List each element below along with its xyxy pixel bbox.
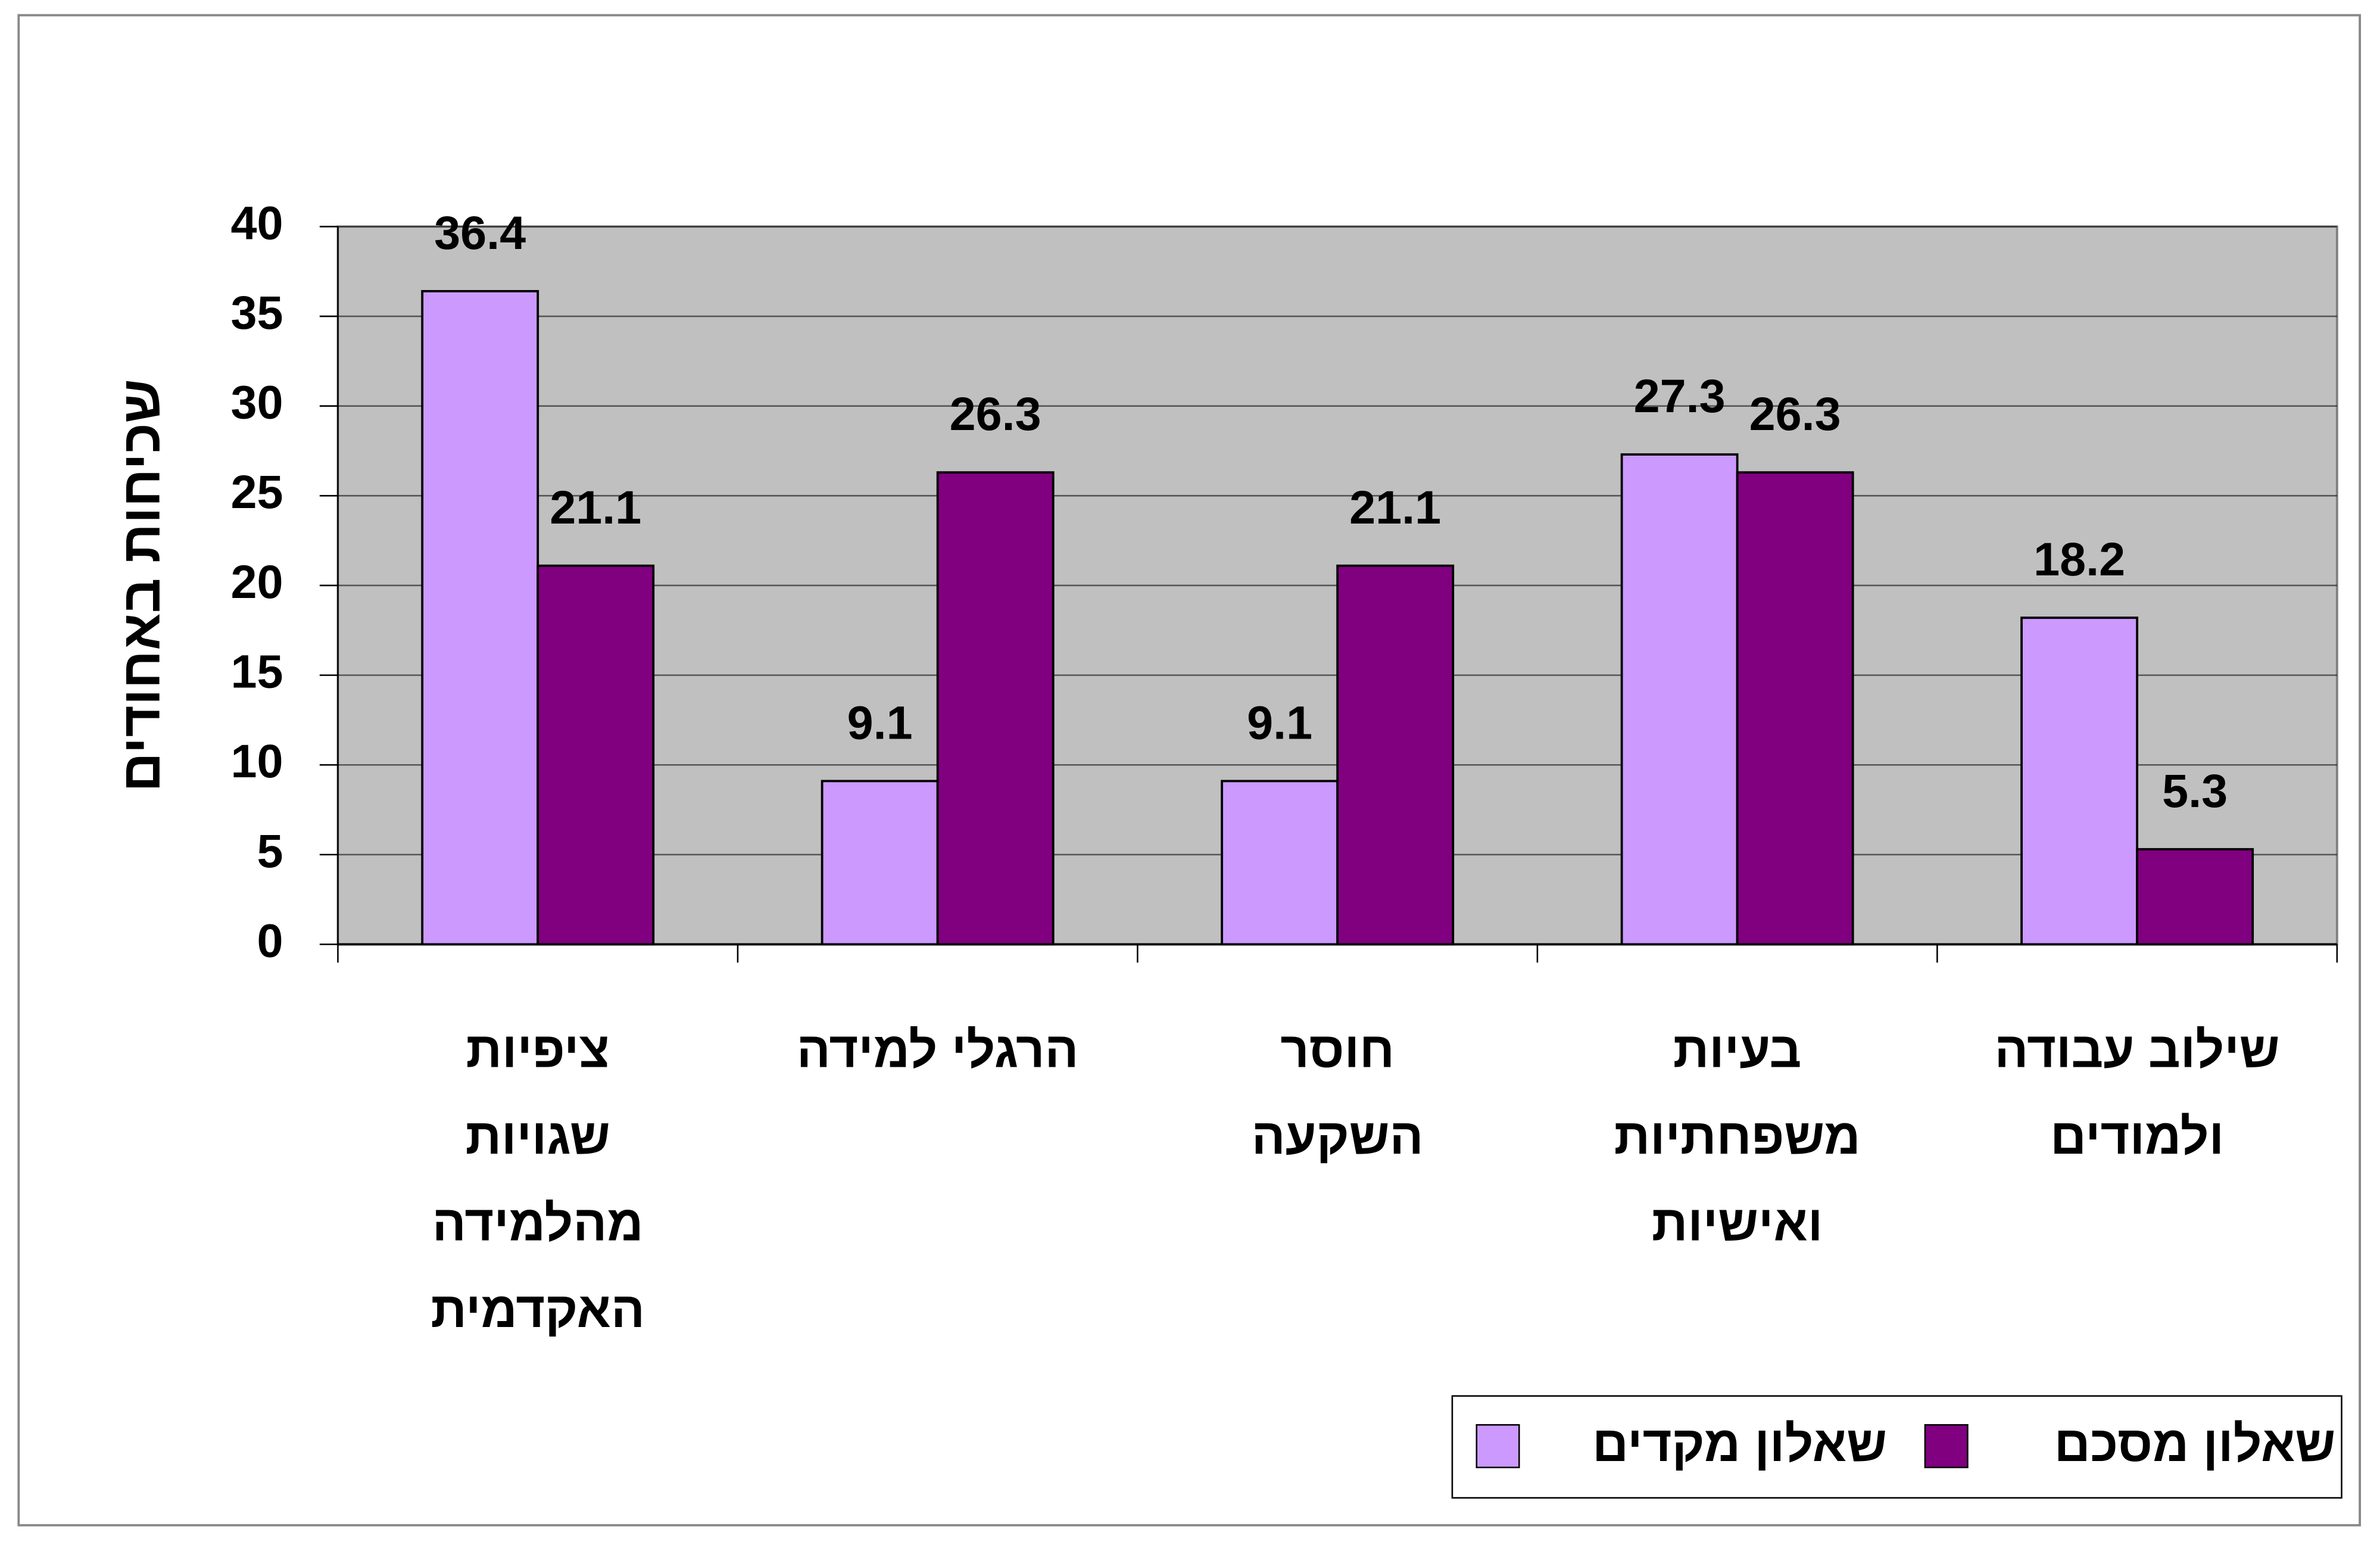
bar — [1620, 453, 1739, 946]
x-tick-label: שילוב עבודה — [1995, 1022, 2280, 1078]
x-tick-label: מהלמידה — [432, 1195, 644, 1251]
y-axis-label: שכיחות באחודים — [110, 379, 171, 792]
y-tick-label: 0 — [257, 914, 283, 967]
x-tick-label: בעיות — [1673, 1022, 1802, 1078]
value-label: 21.1 — [550, 481, 641, 534]
bar — [936, 471, 1055, 946]
legend-swatch — [1476, 1424, 1520, 1469]
x-tick-label: השקעה — [1252, 1108, 1424, 1164]
bar — [536, 564, 655, 946]
y-tick-label: 15 — [231, 645, 283, 698]
bar — [2136, 848, 2254, 946]
value-label: 26.3 — [1749, 387, 1841, 440]
x-tick-label: האקדמית — [431, 1282, 645, 1338]
x-tick-label: משפחתיות — [1614, 1108, 1861, 1164]
legend — [1451, 1395, 2342, 1499]
x-tick-label: שגויות — [466, 1108, 610, 1164]
y-tick-label: 20 — [231, 555, 283, 608]
bar — [821, 780, 939, 946]
legend-swatch — [1924, 1424, 1969, 1469]
value-label: 27.3 — [1634, 369, 1726, 422]
value-label: 21.1 — [1349, 481, 1441, 534]
value-label: 9.1 — [847, 696, 913, 749]
value-label: 9.1 — [1247, 696, 1312, 749]
y-tick-label: 10 — [231, 734, 283, 787]
legend-label: שאלון מסכם — [2054, 1416, 2336, 1472]
bar — [1336, 564, 1455, 946]
value-label: 26.3 — [950, 387, 1041, 440]
x-tick-label: הרגלי למידה — [797, 1022, 1079, 1078]
y-tick-label: 35 — [231, 286, 283, 339]
y-tick-label: 40 — [231, 196, 283, 249]
x-tick-label: ואישיות — [1652, 1195, 1823, 1251]
bar — [1736, 471, 1854, 946]
y-tick-label: 30 — [231, 376, 283, 429]
value-label: 5.3 — [2162, 764, 2228, 817]
legend-label: שאלון מקדים — [1592, 1416, 1887, 1472]
y-tick-label: 5 — [257, 824, 283, 877]
value-label: 18.2 — [2033, 532, 2125, 585]
x-tick-label: ולמודים — [2050, 1108, 2224, 1164]
x-tick-label: ציפיות — [466, 1022, 610, 1078]
bar — [2020, 616, 2139, 946]
value-label: 36.4 — [434, 206, 526, 259]
bar — [1221, 780, 1339, 946]
x-tick-label: חוסר — [1280, 1022, 1395, 1078]
y-tick-label: 25 — [231, 465, 283, 518]
bar — [421, 289, 539, 946]
